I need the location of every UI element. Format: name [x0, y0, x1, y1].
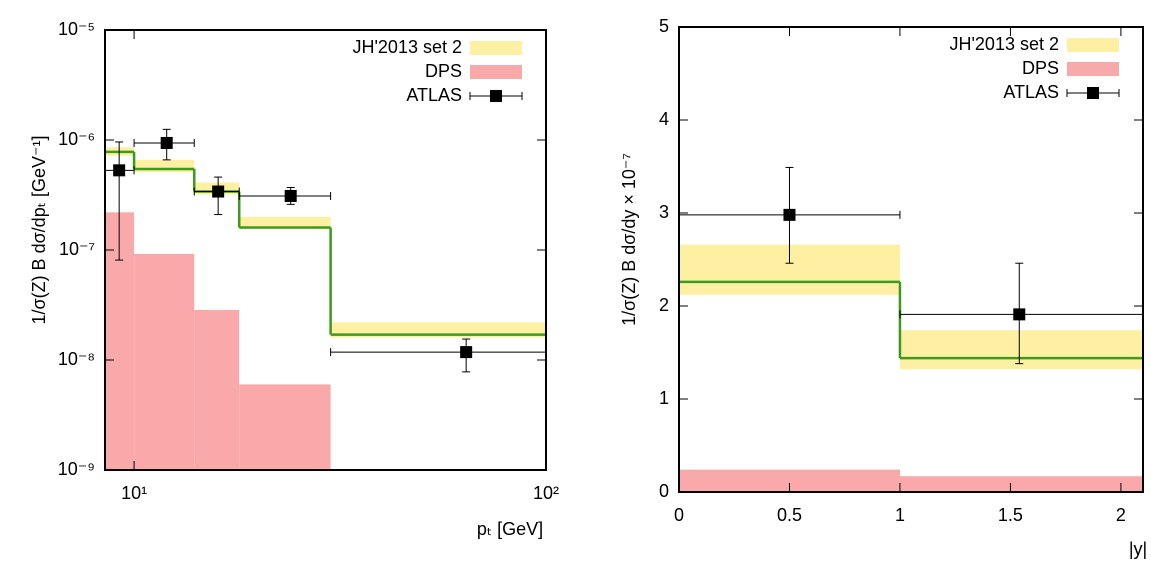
- legend-swatch: [490, 90, 502, 102]
- x-tick-label: 2: [1116, 505, 1126, 525]
- dps-bar: [679, 469, 900, 492]
- dps-bar: [134, 253, 195, 470]
- y-tick-label: 10⁻⁹: [58, 459, 95, 479]
- x-axis-label: pₜ [GeV]: [477, 519, 543, 539]
- legend-label: DPS: [425, 61, 462, 81]
- uncertainty-band: [899, 330, 1143, 370]
- data-point: [212, 185, 225, 198]
- uncertainty-band: [134, 159, 195, 173]
- legend-label: ATLAS: [1003, 82, 1059, 102]
- legend-swatch: [1067, 38, 1119, 52]
- data-point: [113, 164, 126, 177]
- y-axis-label: 1/σ(Z) B dσ/dpₜ [GeV⁻¹]: [29, 135, 49, 324]
- x-tick-label: 10¹: [121, 483, 147, 503]
- dps-bar: [105, 212, 135, 470]
- y-tick-label: 1: [659, 388, 669, 408]
- y-tick-label: 4: [659, 109, 669, 129]
- legend-swatch: [1067, 62, 1119, 76]
- plot-frame: [678, 26, 1144, 493]
- plot-area: [679, 166, 1143, 492]
- x-tick-label: 1: [895, 505, 905, 525]
- dps-bar: [194, 309, 240, 470]
- legend-label: JH'2013 set 2: [949, 34, 1059, 54]
- x-tick-label: 0.5: [777, 505, 802, 525]
- y-tick-label: 10⁻⁵: [58, 19, 95, 39]
- data-point: [284, 189, 297, 202]
- dps-bar: [899, 476, 1143, 492]
- data-point: [160, 136, 173, 149]
- dps-bar: [239, 384, 331, 470]
- plot-area: [105, 128, 546, 470]
- y-tick-label: 0: [659, 481, 669, 501]
- data-point: [1013, 308, 1026, 321]
- legend-swatch: [470, 41, 522, 55]
- x-tick-label: 1.5: [998, 505, 1023, 525]
- uncertainty-band: [239, 216, 331, 230]
- y-tick-label: 3: [659, 202, 669, 222]
- legend-label: ATLAS: [406, 85, 462, 105]
- x-tick-label: 0: [674, 505, 684, 525]
- y-tick-label: 5: [659, 16, 669, 36]
- legend-label: JH'2013 set 2: [352, 37, 462, 57]
- y-tick-label: 10⁻⁷: [59, 239, 95, 259]
- y-tick-label: 2: [659, 295, 669, 315]
- y-tick-label: 10⁻⁸: [58, 349, 95, 369]
- data-point: [460, 346, 473, 359]
- y-tick-label: 10⁻⁶: [58, 129, 95, 149]
- legend-swatch: [470, 65, 522, 79]
- x-axis-label: |y|: [1129, 539, 1147, 559]
- legend-swatch: [1087, 87, 1099, 99]
- y-axis-label: 1/σ(Z) B dσ/dy × 10⁻⁷: [619, 153, 639, 326]
- data-point: [783, 208, 796, 221]
- legend-label: DPS: [1022, 58, 1059, 78]
- x-tick-label: 10²: [533, 483, 559, 503]
